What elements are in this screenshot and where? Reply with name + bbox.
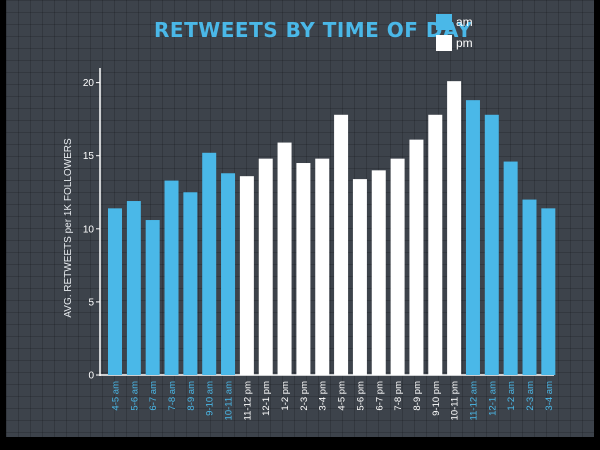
bar <box>447 81 462 375</box>
x-tick-label: 9-10 pm <box>431 381 442 416</box>
x-tick-label: 1-2 am <box>506 381 517 411</box>
bar <box>503 161 518 375</box>
x-tick-label: 1-2 pm <box>280 381 291 411</box>
bar <box>202 152 217 375</box>
legend-label-am: am <box>456 15 473 29</box>
bar <box>371 170 386 375</box>
chart-title: RETWEETS BY TIME OF DAY <box>154 18 473 42</box>
bar <box>315 158 330 375</box>
bar <box>108 208 122 375</box>
bar <box>258 158 273 375</box>
x-tick-label: 4-5 am <box>111 381 122 411</box>
legend-label-pm: pm <box>456 36 473 50</box>
x-tick-label: 3-4 pm <box>318 381 329 411</box>
x-tick-label: 11-12 pm <box>242 381 253 421</box>
x-tick-label: 7-8 pm <box>393 381 404 411</box>
y-tick-label: 5 <box>88 297 94 308</box>
x-tick-label: 5-6 am <box>129 381 140 411</box>
x-tick-label: 6-7 am <box>148 381 159 411</box>
legend-swatch-am <box>436 14 452 30</box>
bar <box>296 163 311 375</box>
x-tick-label: 2-3 pm <box>299 381 310 411</box>
x-tick-label: 12-1 pm <box>261 381 272 416</box>
bar <box>334 114 349 375</box>
x-tick-label: 6-7 pm <box>374 381 385 411</box>
x-tick-label: 8-9 am <box>186 381 197 411</box>
y-tick-label: 0 <box>88 371 94 382</box>
legend-swatch-pm <box>436 35 452 51</box>
bar <box>428 114 443 375</box>
bar <box>390 158 405 375</box>
bar <box>465 100 480 375</box>
bar <box>522 199 537 375</box>
x-tick-label: 4-5 pm <box>337 381 348 411</box>
bar <box>352 179 367 375</box>
bar <box>145 220 160 375</box>
x-tick-label: 7-8 am <box>167 381 178 411</box>
bar <box>183 192 198 375</box>
x-tick-label: 5-6 pm <box>355 381 366 411</box>
bar <box>409 139 424 375</box>
chart-panel: RETWEETS BY TIME OF DAY am pm AVG. RETWE… <box>6 0 594 437</box>
x-tick-label: 9-10 am <box>205 381 216 416</box>
bar <box>484 114 499 375</box>
x-tick-label: 11-12 am <box>468 381 479 421</box>
y-tick-label: 10 <box>83 224 95 235</box>
x-tick-label: 3-4 am <box>544 381 555 411</box>
y-tick-label: 20 <box>83 78 95 89</box>
bar <box>277 142 292 375</box>
x-tick-label: 12-1 am <box>487 381 498 416</box>
x-tick-label: 10-11 am <box>224 381 235 421</box>
bar-plot: 0 5 10 15 20 4-5 am 5-6 am 6-7 am 7-8 am 8-9 am 9-… <box>83 68 556 421</box>
bar <box>164 180 179 375</box>
y-tick-label: 15 <box>83 151 95 162</box>
bar <box>221 173 236 375</box>
x-tick-label: 10-11 pm <box>450 381 461 421</box>
x-tick-label: 2-3 am <box>525 381 536 411</box>
bar <box>541 208 556 375</box>
x-tick-label: 8-9 pm <box>412 381 423 411</box>
bar <box>239 176 254 375</box>
bar <box>126 201 141 375</box>
